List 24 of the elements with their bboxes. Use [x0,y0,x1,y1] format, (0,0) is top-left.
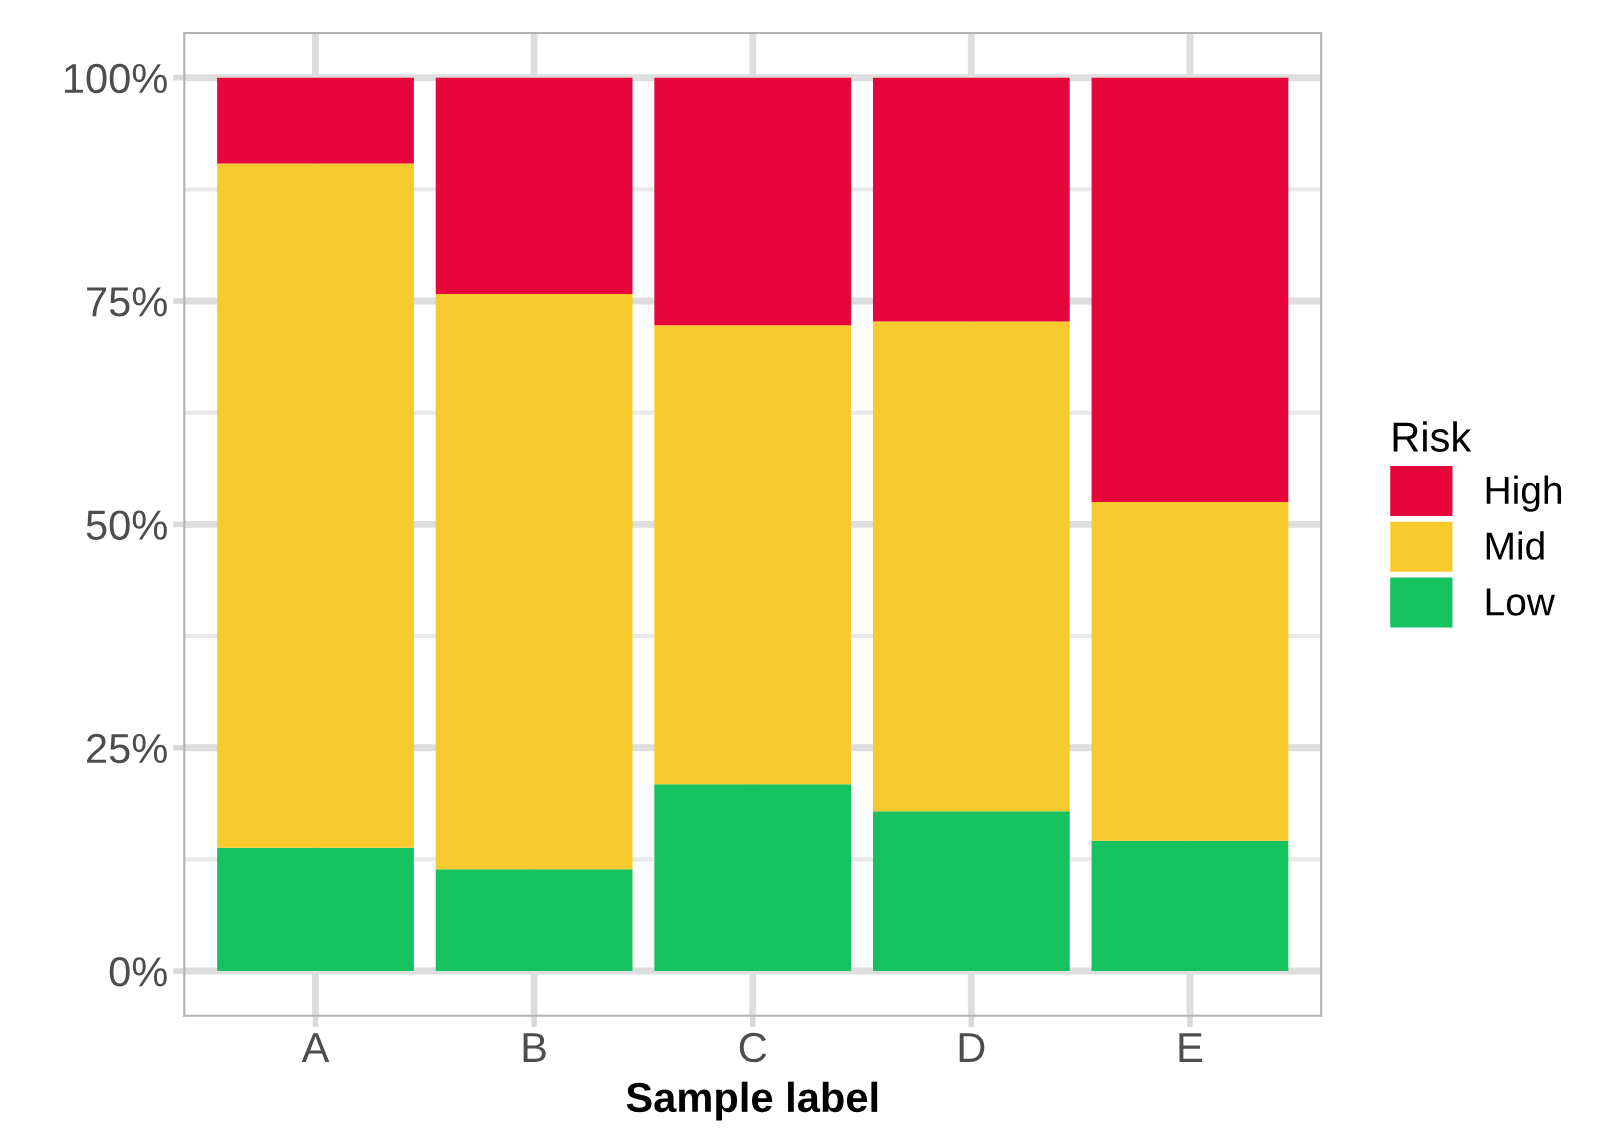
y-tick-label: 75% [87,287,167,317]
bar [872,77,1070,322]
legend-label: Low [1486,588,1555,616]
bar [872,811,1070,972]
bar [435,869,633,972]
x-axis-title: Sample label [626,1081,878,1121]
y-tick-label: 0% [109,957,167,987]
bar [217,77,414,164]
y-tick-label: 50% [86,510,167,540]
bar [217,847,414,972]
y-tick-label: 25% [87,733,167,764]
bar [654,77,852,326]
x-tick-label: C [739,1032,767,1063]
x-tick-label: B [523,1033,546,1062]
bar [654,784,852,972]
x-tick-label: A [301,1033,330,1062]
x-tick-label: E [1179,1033,1203,1062]
x-tick-label: D [959,1033,985,1062]
bar [435,77,633,294]
legend-label: Mid [1486,531,1544,560]
legend-label: High [1486,475,1562,512]
bar [1091,840,1289,972]
legend-title: Risk [1393,421,1472,452]
y-tick-label: 100% [64,63,167,94]
